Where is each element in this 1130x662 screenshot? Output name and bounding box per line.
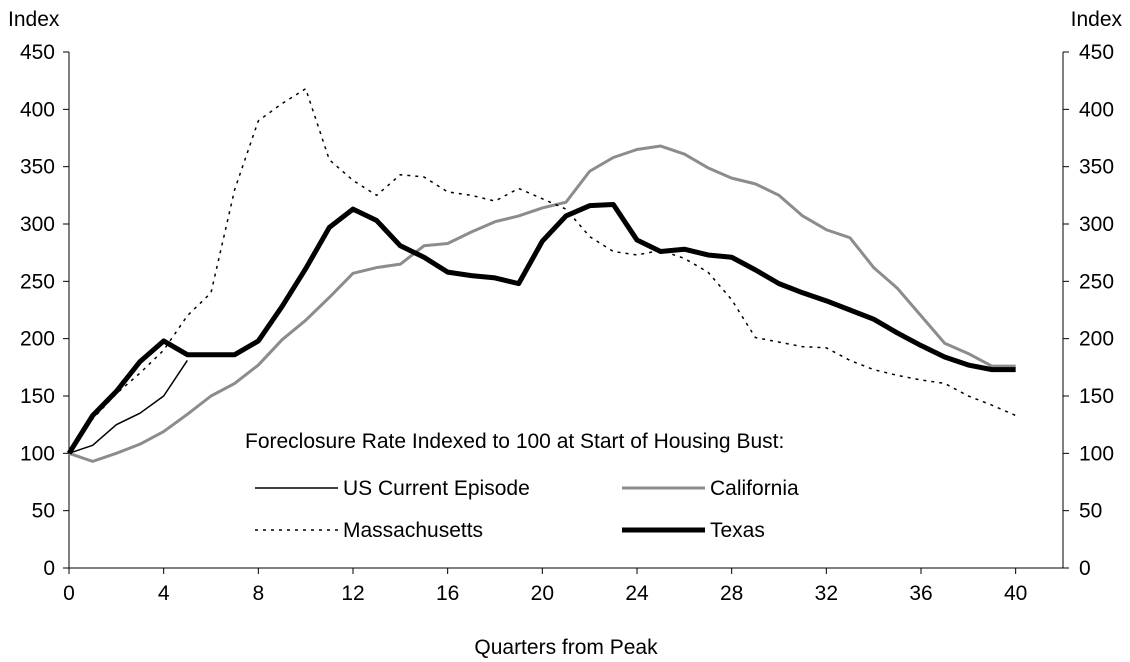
y-tick-label: 300	[20, 213, 55, 236]
y2-tick-label: 0	[1079, 557, 1091, 580]
series-line	[68, 360, 188, 455]
x-tick-label: 28	[720, 582, 743, 605]
y2-tick-label: 300	[1079, 213, 1114, 236]
x-tick-label: 24	[625, 582, 649, 605]
y-tick-label: 450	[20, 41, 55, 64]
y2-axis-label: Index	[1071, 8, 1123, 31]
x-tick-label: 4	[158, 582, 170, 605]
x-tick-label: 8	[252, 582, 264, 605]
y-axis-label: Index	[8, 8, 60, 31]
y2-tick-label: 350	[1079, 156, 1114, 179]
y-tick-label: 50	[32, 500, 55, 523]
legend-label: Massachusetts	[343, 519, 483, 542]
y2-tick-label: 100	[1079, 442, 1114, 465]
y2-tick-label: 150	[1079, 385, 1114, 408]
y-tick-label: 350	[20, 156, 55, 179]
legend-label: US Current Episode	[343, 477, 530, 500]
y2-tick-label: 400	[1079, 98, 1114, 121]
y-tick-label: 400	[20, 98, 55, 121]
x-axis-label: Quarters from Peak	[474, 636, 658, 659]
series-line	[68, 87, 1016, 454]
series-line	[66, 202, 1016, 455]
legend-label: Texas	[710, 519, 765, 542]
y2-tick-label: 250	[1079, 270, 1114, 293]
x-tick-label: 12	[341, 582, 364, 605]
y-tick-label: 150	[20, 385, 55, 408]
y-tick-label: 100	[20, 442, 55, 465]
y-tick-label: 0	[43, 557, 55, 580]
x-tick-label: 20	[531, 582, 554, 605]
x-tick-label: 16	[436, 582, 459, 605]
series-line	[68, 144, 1016, 463]
y-tick-label: 200	[20, 328, 55, 351]
x-tick-label: 0	[63, 582, 75, 605]
x-tick-label: 32	[815, 582, 838, 605]
y2-tick-label: 450	[1079, 41, 1114, 64]
x-tick-label: 40	[1004, 582, 1027, 605]
y-tick-label: 250	[20, 270, 55, 293]
y2-tick-label: 200	[1079, 328, 1114, 351]
y2-tick-label: 50	[1079, 500, 1102, 523]
legend-label: California	[710, 477, 799, 500]
x-tick-label: 36	[909, 582, 932, 605]
legend-title: Foreclosure Rate Indexed to 100 at Start…	[245, 430, 784, 453]
